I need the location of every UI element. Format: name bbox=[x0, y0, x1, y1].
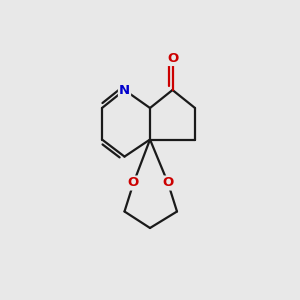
Text: N: N bbox=[119, 83, 130, 97]
Text: O: O bbox=[162, 176, 174, 190]
Text: O: O bbox=[128, 176, 139, 190]
Text: O: O bbox=[167, 52, 178, 65]
